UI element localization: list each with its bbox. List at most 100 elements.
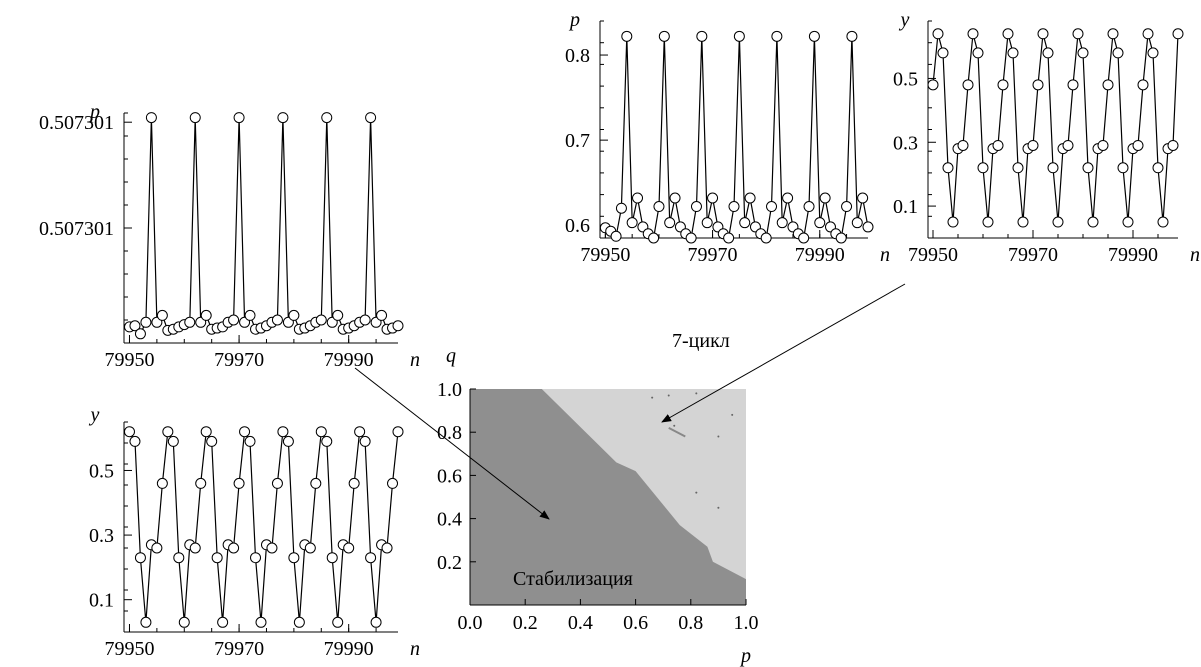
x-axis-label: n	[410, 349, 420, 371]
y-tick-label: 0.2	[437, 552, 462, 574]
data-point	[189, 112, 201, 124]
data-point	[315, 426, 327, 438]
data-point	[798, 232, 810, 244]
data-point	[947, 216, 959, 228]
data-point	[977, 162, 989, 174]
data-point	[239, 426, 251, 438]
data-point	[1172, 28, 1184, 40]
data-point	[982, 216, 994, 228]
y-tick-label: 0.8	[437, 422, 462, 444]
data-point	[803, 201, 815, 213]
data-point	[1067, 79, 1079, 91]
data-point	[1062, 139, 1074, 151]
data-point	[782, 192, 794, 204]
speckle	[695, 392, 698, 395]
y-tick-label: 0.4	[437, 509, 462, 531]
data-point	[156, 309, 168, 321]
data-point	[937, 47, 949, 59]
speckle	[651, 396, 654, 399]
streak	[668, 426, 686, 438]
data-point	[1027, 139, 1039, 151]
data-point	[392, 320, 404, 332]
data-point	[835, 232, 847, 244]
speckle	[695, 491, 698, 494]
data-point	[370, 616, 382, 628]
data-point	[129, 435, 141, 447]
data-point	[266, 542, 278, 554]
data-point	[744, 192, 756, 204]
x-tick-label: 0.2	[513, 612, 538, 634]
data-point	[733, 30, 745, 42]
data-point	[615, 202, 627, 214]
series-line	[128, 429, 399, 623]
data-point	[862, 221, 874, 233]
data-point	[841, 201, 853, 213]
x-tick-label: 79950	[104, 638, 154, 660]
y-axis-label: p	[568, 9, 580, 31]
arrow-to-cycle-region	[661, 283, 906, 423]
y-tick-label: 0.3	[89, 525, 114, 547]
y-tick-label: 0.6	[565, 215, 590, 237]
data-point	[1122, 216, 1134, 228]
data-point	[1097, 139, 1109, 151]
y-axis-label: y	[89, 404, 100, 426]
data-point	[255, 616, 267, 628]
data-point	[359, 314, 371, 326]
data-point	[151, 542, 163, 554]
data-point	[648, 232, 660, 244]
data-point	[1052, 216, 1064, 228]
x-axis-label: n	[880, 244, 890, 266]
speckle	[717, 435, 720, 438]
x-tick-label: 79950	[104, 349, 154, 371]
x-tick-label: 79970	[214, 638, 264, 660]
data-point	[211, 552, 223, 564]
data-point	[1152, 162, 1164, 174]
x-tick-label: 0.8	[678, 612, 703, 634]
data-point	[277, 426, 289, 438]
data-point	[760, 232, 772, 244]
series-line	[129, 117, 399, 336]
data-point	[927, 79, 939, 91]
data-point	[723, 232, 735, 244]
data-point	[381, 542, 393, 554]
x-tick-label: 79950	[908, 244, 958, 266]
plot-y-stabilization: 0.1 0.3 0.5 79950 79970 79990 y n	[89, 404, 420, 660]
data-point	[1087, 216, 1099, 228]
data-point	[310, 477, 322, 489]
data-point	[851, 217, 863, 229]
plot-p-seven-cycle: 0.6 0.7 0.8 79950 79970 79990 p n	[565, 9, 890, 266]
data-point	[250, 552, 262, 564]
seven-cycle-region	[541, 389, 746, 580]
data-point	[1112, 47, 1124, 59]
data-point	[1042, 47, 1054, 59]
data-point	[387, 477, 399, 489]
data-point	[962, 79, 974, 91]
data-point	[134, 328, 146, 340]
data-point	[685, 232, 697, 244]
data-point	[1132, 139, 1144, 151]
data-point	[707, 192, 719, 204]
y-tick-label: 0.507301	[39, 218, 114, 240]
data-point	[1072, 28, 1084, 40]
data-point	[200, 426, 212, 438]
data-point	[776, 217, 788, 229]
data-point	[997, 79, 1009, 91]
data-point	[140, 616, 152, 628]
data-point	[1107, 28, 1119, 40]
data-point	[932, 28, 944, 40]
data-point	[664, 217, 676, 229]
data-point	[134, 552, 146, 564]
speckle	[667, 394, 670, 397]
x-tick-label: 1.0	[734, 612, 759, 634]
data-point	[244, 435, 256, 447]
data-point	[348, 477, 360, 489]
x-tick-label: 79990	[324, 638, 374, 660]
x-axis-label: p	[739, 645, 751, 667]
data-point	[1002, 28, 1014, 40]
data-point	[626, 217, 638, 229]
x-tick-label: 0.0	[458, 612, 483, 634]
data-point	[228, 314, 240, 326]
data-point	[282, 435, 294, 447]
data-point	[610, 230, 622, 242]
